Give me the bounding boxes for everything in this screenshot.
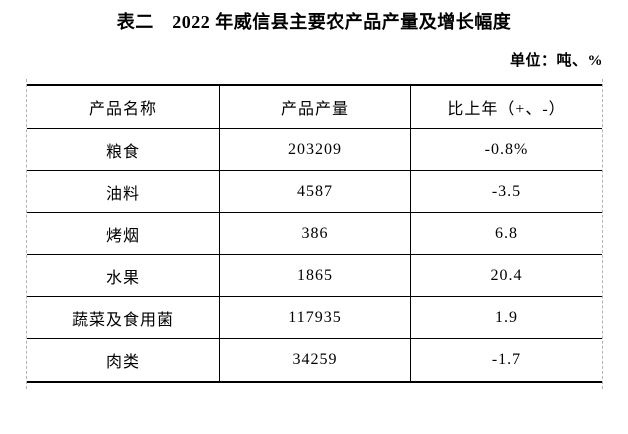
cell-product-name: 粮食: [27, 129, 220, 170]
cell-change: 1.9: [495, 308, 518, 326]
cell-change: 20.4: [490, 266, 523, 284]
table-row: 粮食 203209 -0.8%: [27, 129, 602, 171]
table-row: 油料 4587 -3.5: [27, 171, 602, 213]
cell-product-name: 水果: [27, 255, 220, 296]
cell-output: 117935: [220, 297, 411, 338]
cell-product-name: 肉类: [27, 339, 220, 381]
table-title: 表二 2022 年威信县主要农产品产量及增长幅度: [116, 12, 512, 32]
cell-output: 203209: [220, 129, 411, 170]
cell-change: -3.5: [491, 182, 522, 200]
unit-note: 单位：吨、%: [509, 53, 603, 69]
table-row: 水果 1865 20.4: [27, 255, 602, 297]
table-row: 蔬菜及食用菌 117935 1.9: [27, 297, 602, 339]
cell-change: 6.8: [495, 224, 518, 242]
cell-output: 4587: [220, 171, 411, 212]
cell-product-name: 油料: [27, 171, 220, 212]
data-table: 产品名称 产品产量 比上年（+、-） 粮食 203209 -0.8% 油料 45…: [26, 79, 603, 389]
header-product-name: 产品名称: [27, 86, 220, 128]
cell-product-name: 蔬菜及食用菌: [27, 297, 220, 338]
cell-product-name: 烤烟: [27, 213, 220, 254]
header-change-vs-last-year: 比上年（+、-）: [447, 101, 566, 118]
table-row: 肉类 34259 -1.7: [27, 339, 602, 381]
header-product-output: 产品产量: [220, 86, 411, 128]
cell-output: 34259: [220, 339, 411, 381]
cell-output: 1865: [220, 255, 411, 296]
table-header-row: 产品名称 产品产量 比上年（+、-）: [27, 86, 602, 129]
cell-change: -1.7: [491, 351, 522, 368]
table-row: 烤烟 386 6.8: [27, 213, 602, 255]
cell-change: -0.8%: [484, 140, 529, 158]
table-grid: 产品名称 产品产量 比上年（+、-） 粮食 203209 -0.8% 油料 45…: [27, 84, 602, 383]
cell-output: 386: [220, 213, 411, 254]
